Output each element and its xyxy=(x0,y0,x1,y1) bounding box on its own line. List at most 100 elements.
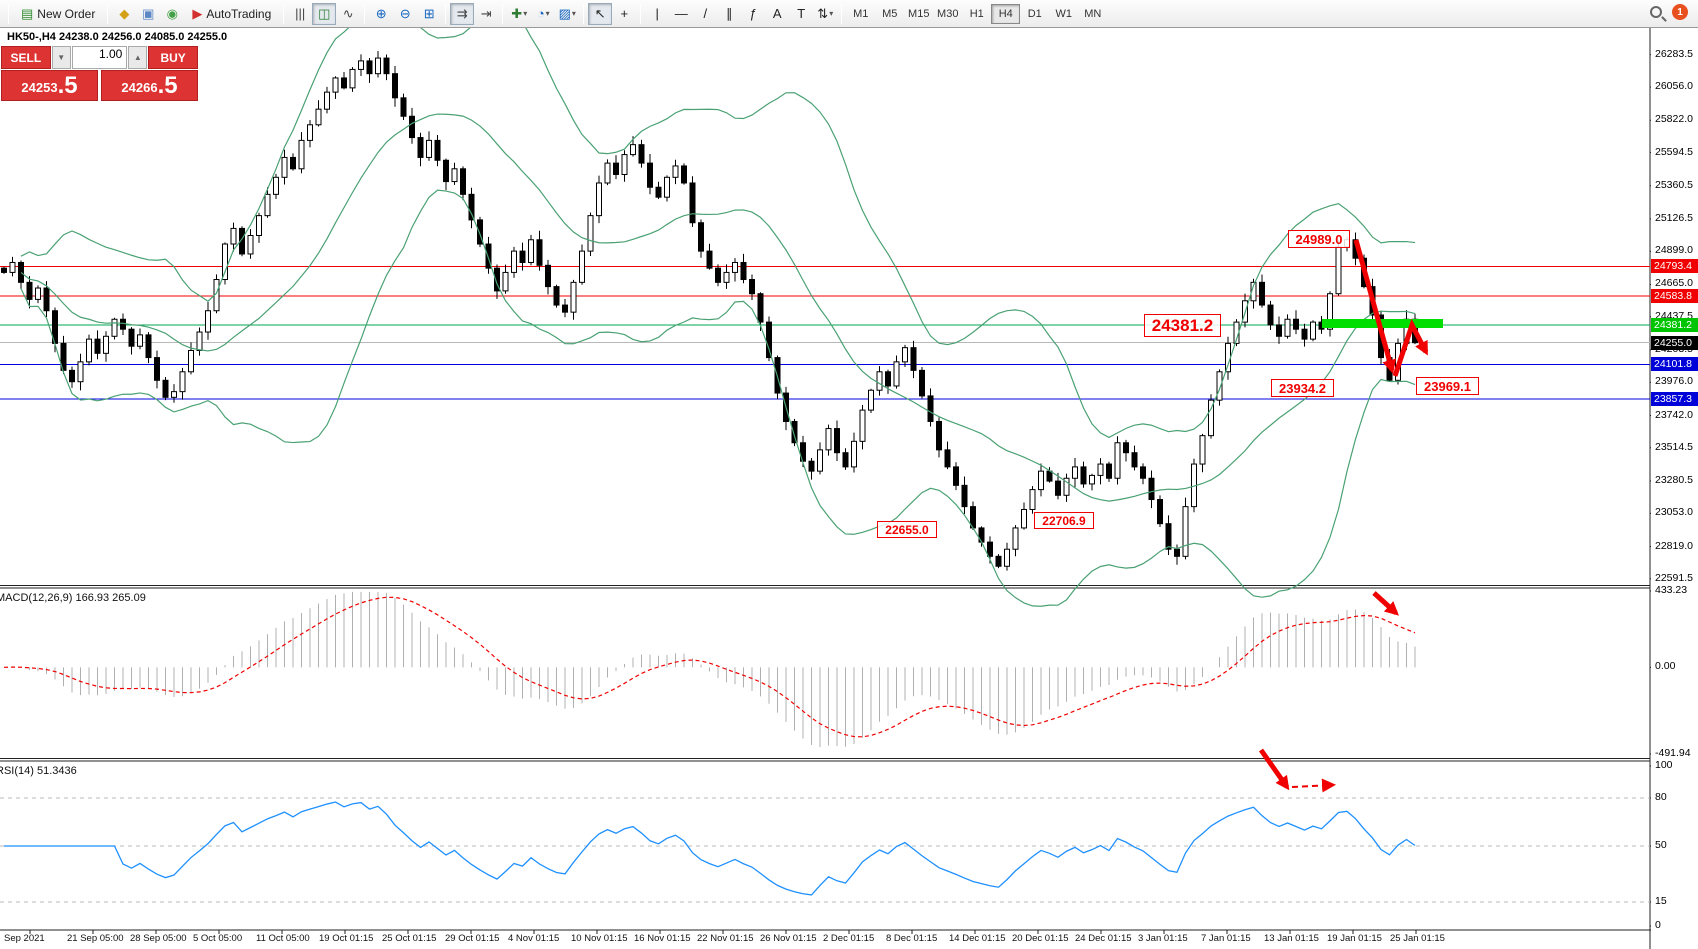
annotation-price-label[interactable]: 24381.2 xyxy=(1144,314,1221,337)
macd-indicator-label: MACD(12,26,9) 166.93 265.09 xyxy=(0,592,146,604)
periods-icon-dropdown[interactable]: ▾ xyxy=(545,9,550,18)
timeframe-w1[interactable]: W1 xyxy=(1055,7,1073,20)
chart-shift-icon[interactable]: ⇥ xyxy=(480,5,492,21)
time-axis-label: 16 Nov 01:15 xyxy=(634,933,691,944)
trend-arrow xyxy=(1353,239,1397,374)
timeframe-h1[interactable]: H1 xyxy=(969,7,984,20)
buy-button[interactable]: BUY xyxy=(148,46,198,69)
new-order-button[interactable]: ▤ New Order xyxy=(13,3,103,25)
toolbar-items: ▤ New Order ◆ ▣ ◉ ▶ AutoTrading ||| ◫ ∿ ⊕ ⊖ ⊞ ⇉ ⇥ ✚ ▾ ◔ ▾ ▨… xyxy=(4,2,1107,25)
toolbar-separator xyxy=(107,3,109,24)
axis-tick-label: -491.94 xyxy=(1655,747,1691,759)
timeframe-m30[interactable]: M30 xyxy=(937,7,959,20)
deposit-icon[interactable]: ◆ xyxy=(119,5,130,21)
volume-input[interactable]: 1.00 xyxy=(71,46,128,69)
time-axis-label: 10 Nov 01:15 xyxy=(571,933,628,944)
annotation-price-label[interactable]: 22655.0 xyxy=(877,521,937,538)
volume-decrease-button[interactable]: ▼ xyxy=(51,46,71,69)
zoom-out-icon[interactable]: ⊖ xyxy=(399,5,411,21)
sell-price-display[interactable]: 24253 .5 xyxy=(1,70,98,101)
indicators-icon[interactable]: ✚ ▾ xyxy=(511,5,528,21)
fibonacci-icon[interactable]: ƒ xyxy=(749,6,757,21)
buy-price-display[interactable]: 24266 .5 xyxy=(101,70,198,101)
axis-tick-label: 23280.5 xyxy=(1655,474,1693,486)
price-axis[interactable]: 26283.5 26056.0 25822.0 25594.5 25360.5 25126… xyxy=(1651,28,1698,949)
one-click-trading-panel: SELL ▼ 1.00 ▲ BUY 24253 .5 24266 .5 xyxy=(1,46,198,101)
rsi-indicator xyxy=(0,797,1650,903)
price-badge: 24583.8 xyxy=(1651,289,1698,303)
signals-icon[interactable]: ◉ xyxy=(166,5,178,21)
timeframe-mn[interactable]: MN xyxy=(1084,7,1102,20)
toolbar-right: 1 xyxy=(1650,4,1688,20)
bar-chart-icon[interactable]: ||| xyxy=(295,6,306,21)
panel-separators xyxy=(0,28,1698,949)
time-axis-label: 24 Dec 01:15 xyxy=(1075,933,1132,944)
axis-tick-label: 26283.5 xyxy=(1655,47,1693,60)
volume-increase-button[interactable]: ▲ xyxy=(128,46,148,69)
sell-button[interactable]: SELL xyxy=(1,46,51,69)
crosshair-icon[interactable]: + xyxy=(620,6,629,21)
price-badge: 24381.2 xyxy=(1651,317,1698,332)
periods-icon[interactable]: ◔ ▾ xyxy=(536,6,550,21)
tile-windows-icon[interactable]: ⊞ xyxy=(423,5,435,21)
axis-tick-label: 25126.5 xyxy=(1655,211,1693,224)
templates-icon[interactable]: ▨ ▾ xyxy=(558,5,576,21)
annotation-price-label[interactable]: 22706.9 xyxy=(1034,512,1094,529)
vertical-line-icon[interactable]: | xyxy=(655,6,659,21)
time-axis-label: 26 Nov 01:15 xyxy=(760,933,817,944)
time-axis-label: 25 Oct 01:15 xyxy=(382,933,437,944)
chart-ohlc-title: HK50-,H4 24238.0 24256.0 24085.0 24255.0 xyxy=(7,31,228,43)
line-chart-icon[interactable]: ∿ xyxy=(342,5,354,21)
timeframe-d1[interactable]: D1 xyxy=(1027,7,1042,20)
trend-arrow-dashed xyxy=(1291,778,1336,793)
axis-tick-label: 22819.0 xyxy=(1655,539,1693,552)
search-icon[interactable] xyxy=(1650,6,1662,18)
toolbar-separator xyxy=(841,3,843,24)
axis-tick-label: 25594.5 xyxy=(1655,145,1693,158)
cursor-icon[interactable]: ↖ xyxy=(588,2,613,25)
time-axis-label: 19 Jan 01:15 xyxy=(1327,933,1382,944)
arrows-icon-dropdown[interactable]: ▾ xyxy=(829,9,834,18)
timeframe-m15[interactable]: M15 xyxy=(908,7,930,20)
candlestick-chart-icon[interactable]: ◫ xyxy=(312,2,337,25)
toolbar-separator xyxy=(283,3,285,24)
annotation-price-label[interactable]: 23934.2 xyxy=(1271,379,1334,397)
autotrading-button[interactable]: ▶ AutoTrading xyxy=(184,3,279,25)
candlesticks xyxy=(1,50,1418,571)
bollinger-bands xyxy=(20,28,1416,607)
annotation-price-label[interactable]: 23969.1 xyxy=(1416,377,1479,395)
horizontal-line-icon[interactable]: — xyxy=(674,6,688,21)
toolbar-separator xyxy=(583,3,585,24)
time-axis-label: Sep 2021 xyxy=(4,933,45,944)
timeframe-m1[interactable]: M1 xyxy=(853,7,869,20)
toolbar-separator xyxy=(502,3,504,24)
price-badge: 23857.3 xyxy=(1651,392,1698,407)
annotation-price-label[interactable]: 24989.0 xyxy=(1288,230,1350,248)
horizontal-lines[interactable] xyxy=(0,265,1650,400)
toolbar-separator xyxy=(8,3,9,24)
metaeditor-icon[interactable]: ▣ xyxy=(142,5,155,21)
notifications-badge[interactable]: 1 xyxy=(1672,4,1688,20)
text-label-icon[interactable]: T xyxy=(797,6,806,21)
auto-scroll-icon[interactable]: ⇉ xyxy=(450,2,475,25)
templates-icon-dropdown[interactable]: ▾ xyxy=(571,9,576,18)
macd-indicator xyxy=(3,591,1416,748)
chart-canvas[interactable] xyxy=(0,28,1698,949)
indicators-icon-dropdown[interactable]: ▾ xyxy=(523,9,528,18)
time-axis-label: 13 Jan 01:15 xyxy=(1264,933,1319,944)
timeframe-h4[interactable]: H4 xyxy=(991,3,1021,24)
chart-annotations[interactable] xyxy=(1258,239,1443,793)
toolbar-separator xyxy=(640,3,642,24)
text-icon[interactable]: A xyxy=(772,6,782,21)
channel-icon[interactable]: ∥ xyxy=(726,5,733,21)
axis-tick-label: 23514.5 xyxy=(1655,440,1693,453)
time-axis-label: 22 Nov 01:15 xyxy=(697,933,754,944)
axis-tick-label: 0 xyxy=(1655,919,1661,931)
autotrading-button-icon: ▶ xyxy=(192,5,203,21)
axis-tick-label: 25360.5 xyxy=(1655,178,1693,191)
zoom-in-icon[interactable]: ⊕ xyxy=(375,5,387,21)
arrows-icon[interactable]: ⇅ ▾ xyxy=(817,5,834,21)
axis-tick-label: 26056.0 xyxy=(1655,80,1693,93)
timeframe-m5[interactable]: M5 xyxy=(882,7,898,20)
trendline-icon[interactable]: / xyxy=(703,6,708,21)
